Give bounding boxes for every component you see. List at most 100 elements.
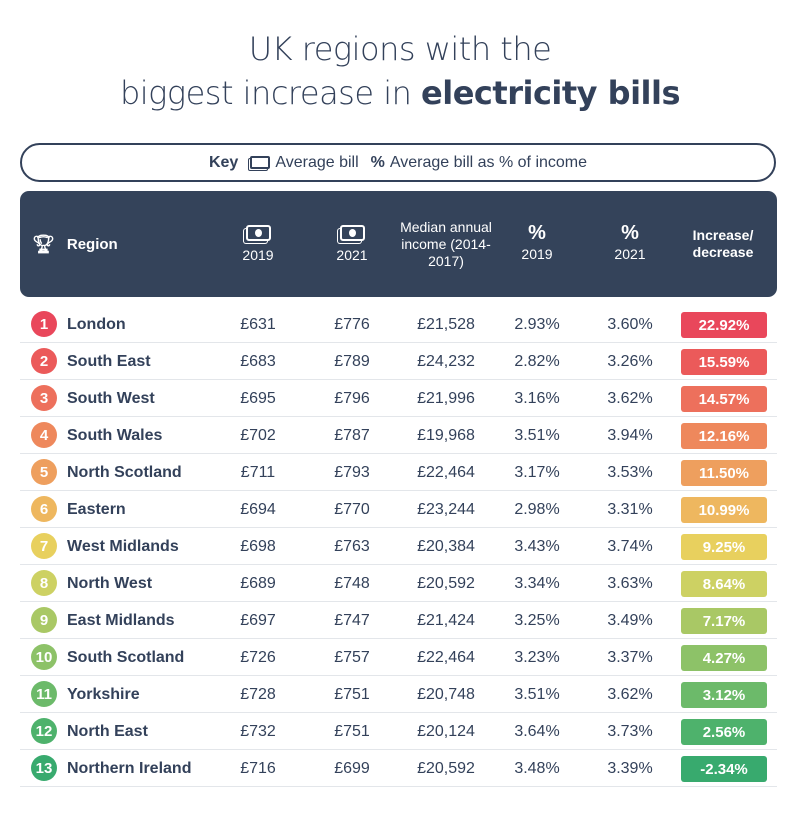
- table-row: 2 South East £683 £789 £24,232 2.82% 3.2…: [20, 343, 777, 380]
- table-row: 12 North East £732 £751 £20,124 3.64% 3.…: [20, 713, 777, 750]
- key-legend: Key Average bill % Average bill as % of i…: [20, 143, 776, 182]
- header-pct-2021: % 2021: [600, 191, 660, 297]
- change-badge: 14.57%: [681, 386, 767, 412]
- header-region-label: Region: [66, 235, 118, 253]
- region-name: North West: [67, 574, 153, 592]
- pct-2019: 2.82%: [514, 352, 560, 370]
- region-name: Northern Ireland: [67, 759, 192, 777]
- table-header: 🏆︎ Region 2019 2021 Median annual income…: [20, 191, 777, 297]
- rank-badge: 9: [31, 607, 57, 633]
- median-income: £19,968: [417, 426, 475, 444]
- pct-2021: 3.62%: [607, 389, 653, 407]
- pct-2019: 3.34%: [514, 574, 560, 592]
- rank-badge: 13: [31, 755, 57, 781]
- header-year: 2019: [521, 246, 553, 262]
- median-income: £22,464: [417, 463, 475, 481]
- region-name: West Midlands: [67, 537, 179, 555]
- change-badge: 7.17%: [681, 608, 767, 634]
- rank-badge: 3: [31, 385, 57, 411]
- bill-2019: £695: [240, 389, 276, 407]
- bill-2019: £631: [240, 315, 276, 333]
- percent-icon: %: [621, 222, 639, 244]
- change-badge: 2.56%: [681, 719, 767, 745]
- pct-2021: 3.60%: [607, 315, 653, 333]
- region-name: East Midlands: [67, 611, 175, 629]
- pct-2021: 3.62%: [607, 685, 653, 703]
- region-name: Eastern: [67, 500, 126, 518]
- change-badge: 8.64%: [681, 571, 767, 597]
- bill-2021: £793: [334, 463, 370, 481]
- rank-badge: 2: [31, 348, 57, 374]
- region-name: North Scotland: [67, 463, 182, 481]
- table-row: 8 North West £689 £748 £20,592 3.34% 3.6…: [20, 565, 777, 602]
- median-income: £21,528: [417, 315, 475, 333]
- banknote-icon: [245, 224, 271, 241]
- pct-2019: 2.93%: [514, 315, 560, 333]
- change-badge: 3.12%: [681, 682, 767, 708]
- median-income: £22,464: [417, 648, 475, 666]
- title-line-2: biggest increase in electricity bills: [0, 74, 800, 112]
- median-income: £20,592: [417, 574, 475, 592]
- bill-2021: £776: [334, 315, 370, 333]
- rank-badge: 8: [31, 570, 57, 596]
- header-year: 2021: [336, 246, 368, 263]
- change-badge: 12.16%: [681, 423, 767, 449]
- bill-2021: £751: [334, 722, 370, 740]
- pct-2021: 3.74%: [607, 537, 653, 555]
- change-badge: 9.25%: [681, 534, 767, 560]
- bill-2021: £699: [334, 759, 370, 777]
- median-income: £23,244: [417, 500, 475, 518]
- header-pct-2019: % 2019: [507, 191, 567, 297]
- pct-2019: 3.43%: [514, 537, 560, 555]
- pct-2019: 3.23%: [514, 648, 560, 666]
- pct-2021: 3.94%: [607, 426, 653, 444]
- bill-2019: £726: [240, 648, 276, 666]
- table-row: 9 East Midlands £697 £747 £21,424 3.25% …: [20, 602, 777, 639]
- median-income: £20,384: [417, 537, 475, 555]
- bill-2019: £711: [240, 463, 276, 481]
- header-region: 🏆︎ Region: [32, 191, 118, 297]
- change-badge: -2.34%: [681, 756, 767, 782]
- bill-2021: £763: [334, 537, 370, 555]
- pct-2019: 3.51%: [514, 426, 560, 444]
- change-badge: 15.59%: [681, 349, 767, 375]
- table-row: 4 South Wales £702 £787 £19,968 3.51% 3.…: [20, 417, 777, 454]
- key-bill-label: Average bill: [275, 153, 359, 171]
- bill-2021: £787: [334, 426, 370, 444]
- bill-2019: £732: [240, 722, 276, 740]
- pct-2019: 3.64%: [514, 722, 560, 740]
- median-income: £20,124: [417, 722, 475, 740]
- pct-2019: 3.25%: [514, 611, 560, 629]
- rank-badge: 10: [31, 644, 57, 670]
- rank-badge: 1: [31, 311, 57, 337]
- trophy-icon: 🏆︎: [32, 233, 55, 254]
- region-name: South Wales: [67, 426, 163, 444]
- pct-2019: 3.16%: [514, 389, 560, 407]
- median-income: £24,232: [417, 352, 475, 370]
- table-row: 5 North Scotland £711 £793 £22,464 3.17%…: [20, 454, 777, 491]
- change-badge: 10.99%: [681, 497, 767, 523]
- bill-2019: £697: [240, 611, 276, 629]
- title-text: biggest increase in: [119, 74, 422, 112]
- header-year: 2021: [614, 246, 646, 262]
- bill-2019: £683: [240, 352, 276, 370]
- median-income: £21,996: [417, 389, 475, 407]
- pct-2019: 3.17%: [514, 463, 560, 481]
- table-row: 7 West Midlands £698 £763 £20,384 3.43% …: [20, 528, 777, 565]
- bill-2021: £757: [334, 648, 370, 666]
- median-income: £20,748: [417, 685, 475, 703]
- pct-2021: 3.63%: [607, 574, 653, 592]
- bill-2021: £796: [334, 389, 370, 407]
- table-row: 10 South Scotland £726 £757 £22,464 3.23…: [20, 639, 777, 676]
- table-row: 11 Yorkshire £728 £751 £20,748 3.51% 3.6…: [20, 676, 777, 713]
- rank-badge: 12: [31, 718, 57, 744]
- bill-2021: £789: [334, 352, 370, 370]
- pct-2019: 2.98%: [514, 500, 560, 518]
- banknote-icon: [250, 156, 271, 169]
- rank-badge: 6: [31, 496, 57, 522]
- pct-2019: 3.51%: [514, 685, 560, 703]
- header-year: 2019: [242, 246, 274, 263]
- pct-2021: 3.31%: [607, 500, 653, 518]
- key-label: Key: [208, 153, 239, 171]
- region-name: South West: [67, 389, 155, 407]
